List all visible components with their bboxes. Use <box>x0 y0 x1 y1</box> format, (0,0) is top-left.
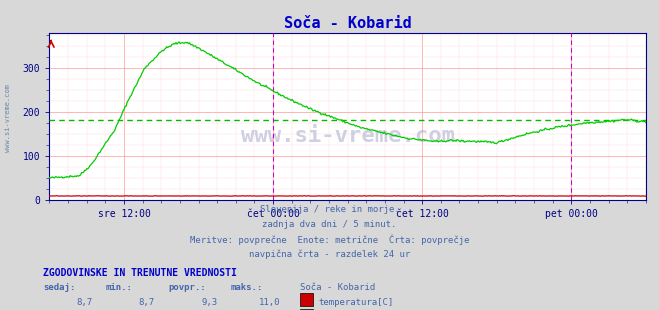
Text: 11,0: 11,0 <box>258 298 280 307</box>
Text: Meritve: povprečne  Enote: metrične  Črta: povprečje: Meritve: povprečne Enote: metrične Črta:… <box>190 235 469 246</box>
Text: www.si-vreme.com: www.si-vreme.com <box>241 126 455 146</box>
Title: Soča - Kobarid: Soča - Kobarid <box>284 16 411 31</box>
Text: maks.:: maks.: <box>231 283 263 292</box>
Text: 8,7: 8,7 <box>76 298 92 307</box>
Text: Slovenija / reke in morje.: Slovenija / reke in morje. <box>260 205 399 214</box>
Text: ZGODOVINSKE IN TRENUTNE VREDNOSTI: ZGODOVINSKE IN TRENUTNE VREDNOSTI <box>43 268 237 278</box>
Text: zadnja dva dni / 5 minut.: zadnja dva dni / 5 minut. <box>262 220 397 229</box>
Text: sedaj:: sedaj: <box>43 283 75 292</box>
Text: www.si-vreme.com: www.si-vreme.com <box>5 84 11 152</box>
Text: temperatura[C]: temperatura[C] <box>318 298 393 307</box>
Text: min.:: min.: <box>105 283 132 292</box>
Text: navpična črta - razdelek 24 ur: navpična črta - razdelek 24 ur <box>249 250 410 259</box>
Text: Soča - Kobarid: Soča - Kobarid <box>300 283 375 292</box>
Text: 9,3: 9,3 <box>202 298 217 307</box>
Text: povpr.:: povpr.: <box>168 283 206 292</box>
Text: 8,7: 8,7 <box>139 298 155 307</box>
